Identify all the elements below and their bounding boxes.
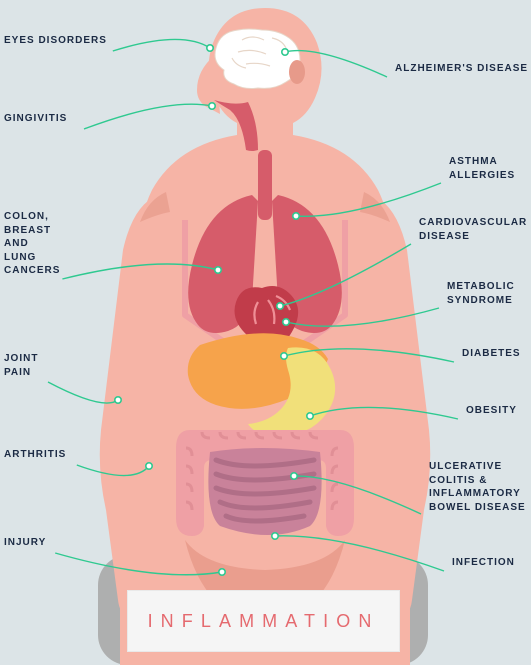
pointer-dot-injury: [219, 569, 225, 575]
pointer-dot-ulcerative: [291, 473, 297, 479]
label-infection: INFECTION: [452, 556, 515, 570]
label-metabolic: METABOLIC SYNDROME: [447, 280, 515, 307]
pointer-dot-arthritis: [146, 463, 152, 469]
pointer-dot-asthma: [293, 213, 299, 219]
label-diabetes: DIABETES: [462, 347, 521, 361]
label-asthma: ASTHMA ALLERGIES: [449, 155, 515, 182]
label-alzheimer: ALZHEIMER'S DISEASE: [395, 62, 528, 76]
trachea: [258, 150, 272, 220]
pointer-dot-gingivitis: [209, 103, 215, 109]
label-ulcerative: ULCERATIVE COLITIS & INFLAMMATORY BOWEL …: [429, 460, 526, 514]
pointer-dot-infection: [272, 533, 278, 539]
inflammation-banner-text: INFLAMMATION: [148, 611, 380, 632]
label-obesity: OBESITY: [466, 404, 517, 418]
pointer-dot-diabetes: [281, 353, 287, 359]
label-cancers: COLON, BREAST AND LUNG CANCERS: [4, 210, 60, 278]
pointer-gingivitis: [84, 104, 212, 129]
pointer-dot-alzheimer: [282, 49, 288, 55]
pointer-dot-cancers: [215, 267, 221, 273]
ear: [289, 60, 305, 84]
label-arthritis: ARTHRITIS: [4, 448, 66, 462]
pointer-eyes: [113, 39, 210, 51]
pointer-dot-metabolic: [283, 319, 289, 325]
label-eyes: EYES DISORDERS: [4, 34, 107, 48]
label-injury: INJURY: [4, 536, 46, 550]
label-cardio: CARDIOVASCULAR DISEASE: [419, 216, 527, 243]
inflammation-banner: INFLAMMATION: [127, 590, 400, 652]
label-gingivitis: GINGIVITIS: [4, 112, 67, 126]
pointer-dot-eyes: [207, 45, 213, 51]
label-jointpain: JOINT PAIN: [4, 352, 38, 379]
pointer-dot-obesity: [307, 413, 313, 419]
pointer-dot-cardio: [277, 303, 283, 309]
pointer-dot-jointpain: [115, 397, 121, 403]
